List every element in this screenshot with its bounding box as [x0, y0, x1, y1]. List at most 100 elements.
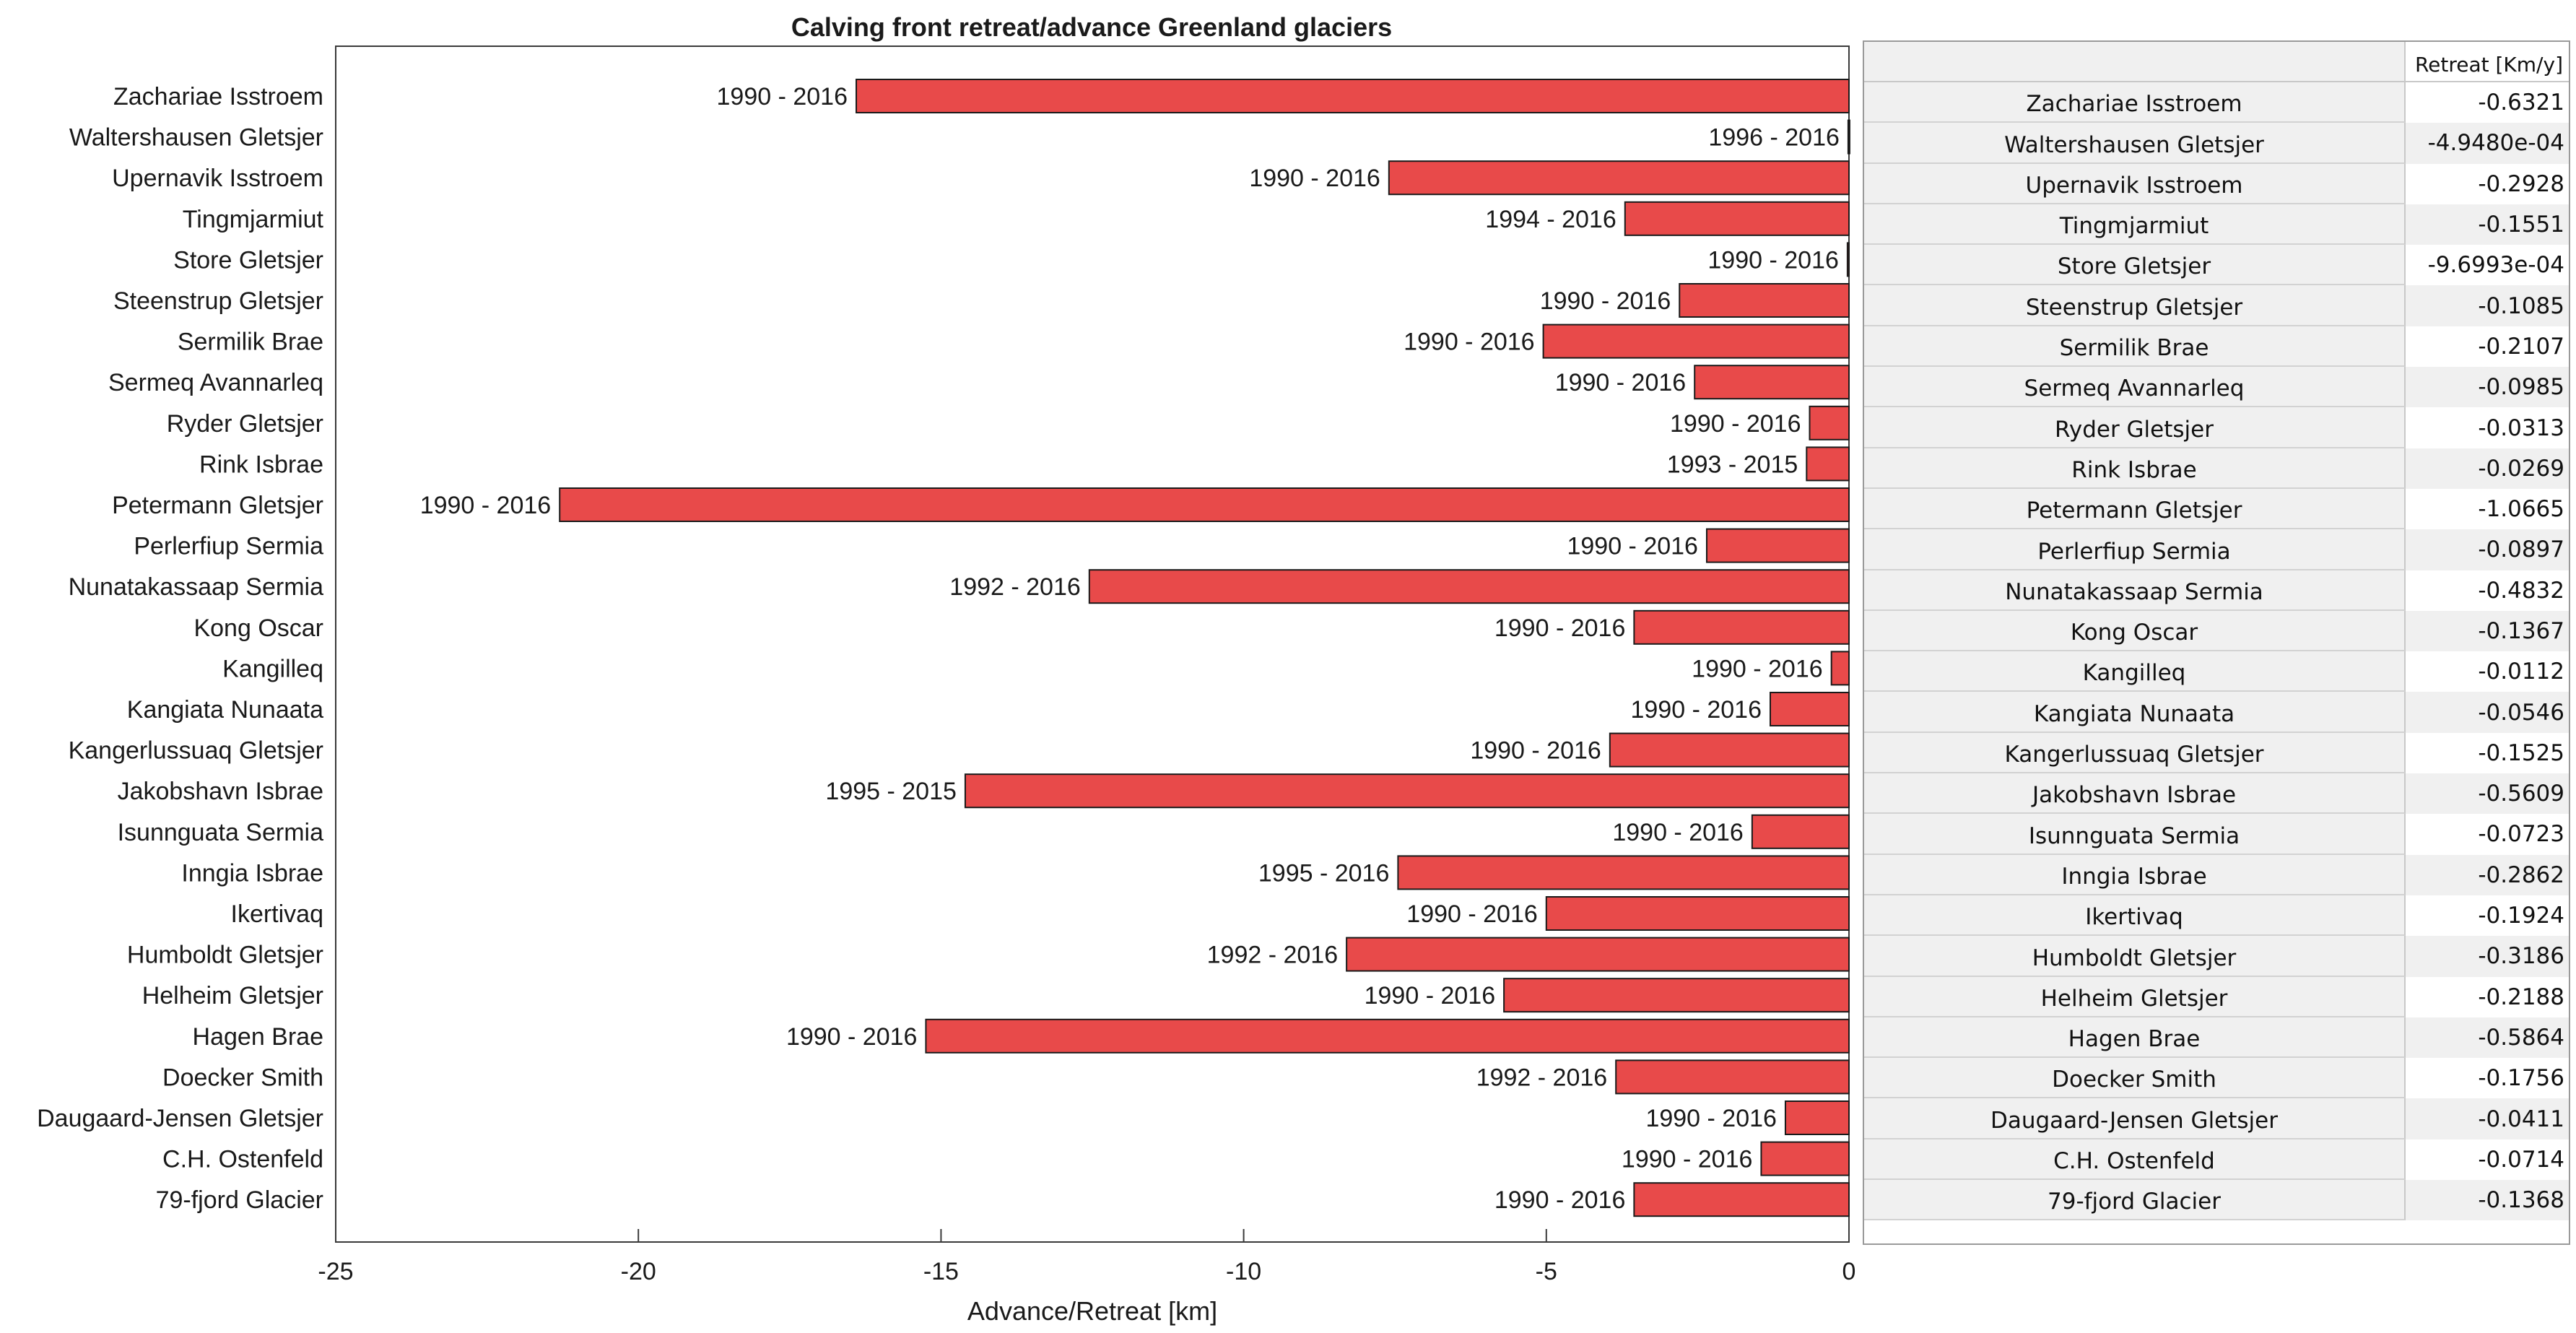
bar: [1751, 814, 1850, 849]
table-cell-glacier-name: Kangilleq: [1864, 651, 2406, 692]
table-cell-glacier-name: Tingmjarmiut: [1864, 204, 2406, 246]
row-label: Helheim Gletsjer: [142, 982, 323, 1009]
period-label: 1990 - 2016: [1494, 615, 1626, 642]
row-label: Store Gletsjer: [173, 246, 323, 274]
bar: [1679, 283, 1850, 318]
table-cell-glacier-name: Perlerfiup Sermia: [1864, 529, 2406, 570]
table-cell-retreat-value: -0.0985: [2406, 367, 2569, 408]
bar: [1346, 937, 1850, 972]
table-cell-glacier-name: Sermilik Brae: [1864, 326, 2406, 368]
table-cell-retreat-value: -0.0313: [2406, 407, 2569, 448]
table-cell-retreat-value: -0.6321: [2406, 82, 2569, 123]
table-cell-glacier-name: 79-fjord Glacier: [1864, 1180, 2406, 1221]
table-cell-retreat-value: -0.0714: [2406, 1139, 2569, 1181]
table-cell-glacier-name: Nunatakassaap Sermia: [1864, 570, 2406, 611]
row-label: Sermilik Brae: [178, 329, 323, 356]
x-tick-label: -5: [1536, 1258, 1557, 1285]
table-cell-glacier-name: Isunnguata Sermia: [1864, 814, 2406, 855]
table-cell-retreat-value: -0.0269: [2406, 448, 2569, 489]
table-row: Ryder Gletsjer -0.0313: [1864, 407, 2569, 448]
period-label: 1990 - 2016: [1567, 533, 1698, 560]
table-row: Perlerfiup Sermia -0.0897: [1864, 529, 2569, 570]
table-cell-glacier-name: Rink Isbrae: [1864, 448, 2406, 489]
table-cell-glacier-name: Zachariae Isstroem: [1864, 82, 2406, 123]
row-label: Ikertivaq: [231, 900, 324, 928]
bar: [925, 1018, 1850, 1054]
x-axis-title: Advance/Retreat [km]: [967, 1296, 1217, 1326]
table-row: Isunnguata Sermia -0.0723: [1864, 814, 2569, 855]
period-label: 1990 - 2016: [1365, 982, 1496, 1009]
bar: [1760, 1141, 1850, 1176]
bar: [856, 79, 1850, 113]
table-row: Daugaard-Jensen Gletsjer -0.0411: [1864, 1098, 2569, 1139]
bar: [1809, 405, 1850, 440]
table-cell-retreat-value: -0.0411: [2406, 1098, 2569, 1139]
x-tick-label: -20: [621, 1258, 656, 1285]
table-cell-glacier-name: Kangerlussuaq Gletsjer: [1864, 732, 2406, 774]
row-label: C.H. Ostenfeld: [162, 1146, 323, 1173]
row-label: Kangiata Nunaata: [127, 696, 323, 724]
table-row: Waltershausen Gletsjer -4.9480e-04: [1864, 123, 2569, 164]
table-cell-glacier-name: Jakobshavn Isbrae: [1864, 773, 2406, 815]
table-row: Helheim Gletsjer -0.2188: [1864, 976, 2569, 1017]
table-cell-retreat-value: -0.1525: [2406, 732, 2569, 774]
period-label: 1990 - 2016: [1249, 165, 1380, 192]
table-row: Zachariae Isstroem -0.6321: [1864, 82, 2569, 123]
table-cell-glacier-name: Helheim Gletsjer: [1864, 976, 2406, 1017]
table-header-name-cell: [1864, 42, 2406, 82]
period-label: 1996 - 2016: [1708, 124, 1840, 152]
table-cell-glacier-name: Upernavik Isstroem: [1864, 163, 2406, 204]
table-row: Sermilik Brae -0.2107: [1864, 326, 2569, 368]
bar: [559, 487, 1850, 522]
bar: [1388, 160, 1850, 196]
bar: [1705, 528, 1850, 563]
x-axis-ticks: -25 -20 -15 -10 -5 0: [318, 1229, 1855, 1285]
period-label: 1992 - 2016: [949, 573, 1081, 601]
table-row: Ikertivaq -0.1924: [1864, 895, 2569, 937]
table-cell-retreat-value: -9.6993e-04: [2406, 245, 2569, 286]
period-label: 1990 - 2016: [420, 492, 552, 519]
bar: [1806, 446, 1850, 482]
table-cell-glacier-name: Kangiata Nunaata: [1864, 692, 2406, 733]
table-cell-retreat-value: -0.1924: [2406, 895, 2569, 937]
table-cell-retreat-value: -0.0897: [2406, 529, 2569, 570]
table-row: Rink Isbrae -0.0269: [1864, 448, 2569, 489]
table-cell-glacier-name: Doecker Smith: [1864, 1058, 2406, 1099]
bar: [1503, 978, 1850, 1013]
bar: [1633, 609, 1850, 645]
bar: [1088, 569, 1850, 604]
row-label: Petermann Gletsjer: [112, 492, 323, 519]
row-label: Doecker Smith: [162, 1064, 323, 1091]
table-cell-retreat-value: -4.9480e-04: [2406, 123, 2569, 164]
table-cell-retreat-value: -0.2928: [2406, 163, 2569, 204]
row-label: Tingmjarmiut: [183, 206, 324, 233]
period-label: 1995 - 2015: [825, 778, 957, 805]
x-tick-label: -10: [1226, 1258, 1261, 1285]
row-label: Kong Oscar: [193, 615, 323, 642]
table-row: Kangerlussuaq Gletsjer -0.1525: [1864, 732, 2569, 774]
period-label: 1990 - 2016: [1707, 246, 1839, 274]
bar: [1830, 651, 1850, 686]
table-cell-glacier-name: Sermeq Avannarleq: [1864, 367, 2406, 408]
table-cell-retreat-value: -0.5609: [2406, 773, 2569, 815]
table-cell-retreat-value: -0.1367: [2406, 610, 2569, 652]
table-cell-retreat-value: -1.0665: [2406, 488, 2569, 530]
table-cell-retreat-value: -0.0112: [2406, 651, 2569, 692]
table-header-row: Retreat [Km/y]: [1864, 42, 2569, 82]
period-label: 1990 - 2016: [717, 83, 848, 110]
period-label: 1990 - 2016: [1692, 655, 1823, 682]
table-cell-retreat-value: -0.4832: [2406, 570, 2569, 611]
table-cell-glacier-name: Humboldt Gletsjer: [1864, 936, 2406, 977]
row-label: Zachariae Isstroem: [113, 83, 323, 110]
period-label: 1990 - 2016: [1494, 1186, 1626, 1214]
table-cell-retreat-value: -0.2107: [2406, 326, 2569, 368]
table-row: Kangilleq -0.0112: [1864, 651, 2569, 692]
table-row: Tingmjarmiut -0.1551: [1864, 204, 2569, 246]
table-cell-retreat-value: -0.2188: [2406, 976, 2569, 1017]
row-label: Inngia Isbrae: [181, 859, 323, 887]
table-cell-retreat-value: -0.1085: [2406, 285, 2569, 326]
table-cell-retreat-value: -0.3186: [2406, 936, 2569, 977]
bar: [1770, 692, 1850, 726]
row-label: Nunatakassaap Sermia: [69, 573, 324, 601]
